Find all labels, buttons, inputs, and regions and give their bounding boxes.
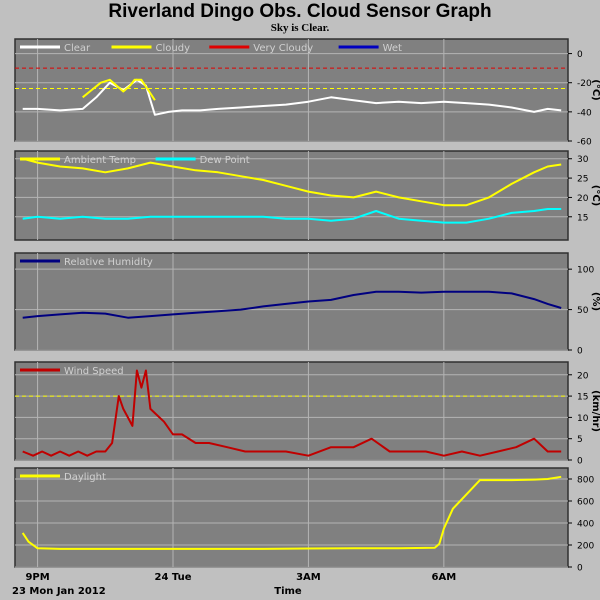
- daylight-ytick-label: 0: [577, 564, 583, 574]
- humidity-ytick-label: 50: [577, 306, 589, 316]
- wind-series-wind-speed: [22, 369, 562, 457]
- cloud-ytick-label: 0: [577, 50, 583, 60]
- temp-ytick-label: 15: [577, 213, 588, 223]
- temp-legend-label: Dew Point: [200, 155, 250, 166]
- daylight-ytick-label: 600: [577, 498, 594, 508]
- x-tick-label: 6AM: [432, 572, 457, 583]
- cloud-legend-label: Cloudy: [156, 43, 191, 54]
- humidity-ylabel: (%): [590, 292, 600, 311]
- humidity-ytick-label: 100: [577, 266, 594, 276]
- wind-ytick-label: 10: [577, 414, 589, 424]
- sky-status: Sky is Clear.: [270, 22, 330, 34]
- temp-ylabel: (°C): [590, 185, 600, 206]
- temp-panel: [14, 150, 569, 241]
- cloud-ytick-label: -40: [577, 108, 592, 118]
- temp-legend-label: Ambient Temp: [64, 155, 136, 166]
- cloud-legend-label: Clear: [64, 43, 91, 54]
- cloud-ytick-label: -60: [577, 138, 592, 148]
- humidity-series-relative-humidity: [22, 290, 562, 319]
- wind-ytick-label: 15: [577, 393, 588, 403]
- daylight-series-daylight: [21, 475, 562, 550]
- chart-title: Riverland Dingo Obs. Cloud Sensor Graph: [108, 1, 492, 22]
- x-tick-label: 9PM: [25, 572, 49, 583]
- x-axis-title: Time: [274, 586, 302, 597]
- x-tick-label: 24 Tue: [154, 572, 191, 583]
- temp-ytick-label: 25: [577, 175, 588, 185]
- temp-ytick-label: 30: [577, 155, 589, 165]
- humidity-ytick-label: 0: [577, 347, 583, 357]
- daylight-legend-label: Daylight: [64, 472, 106, 483]
- humidity-legend-label: Relative Humidity: [64, 257, 153, 268]
- wind-ytick-label: 0: [577, 457, 583, 467]
- cloud-ylabel: (°C): [590, 79, 600, 100]
- daylight-ytick-label: 200: [577, 542, 594, 552]
- cloud-series-cloudy: [82, 78, 156, 101]
- cloud-series-clear: [22, 78, 562, 116]
- date-label: 23 Mon Jan 2012: [12, 586, 106, 597]
- cloud-ytick-label: -20: [577, 79, 592, 89]
- temp-ytick-label: 20: [577, 194, 589, 204]
- cloud-panel: [14, 38, 569, 142]
- cloud-legend-label: Wet: [383, 43, 402, 54]
- wind-legend-label: Wind Speed: [64, 366, 124, 377]
- wind-panel: [14, 361, 569, 461]
- wind-ytick-label: 20: [577, 371, 589, 381]
- temp-series-dew-point: [22, 208, 562, 224]
- wind-ytick-label: 5: [577, 435, 583, 445]
- temp-series-ambient-temp: [22, 157, 562, 207]
- wind-ylabel: (km/hr): [590, 390, 600, 432]
- x-tick-label: 3AM: [296, 572, 321, 583]
- cloud-legend-label: Very Cloudy: [253, 43, 313, 54]
- daylight-ytick-label: 400: [577, 520, 594, 530]
- daylight-ytick-label: 800: [577, 476, 594, 486]
